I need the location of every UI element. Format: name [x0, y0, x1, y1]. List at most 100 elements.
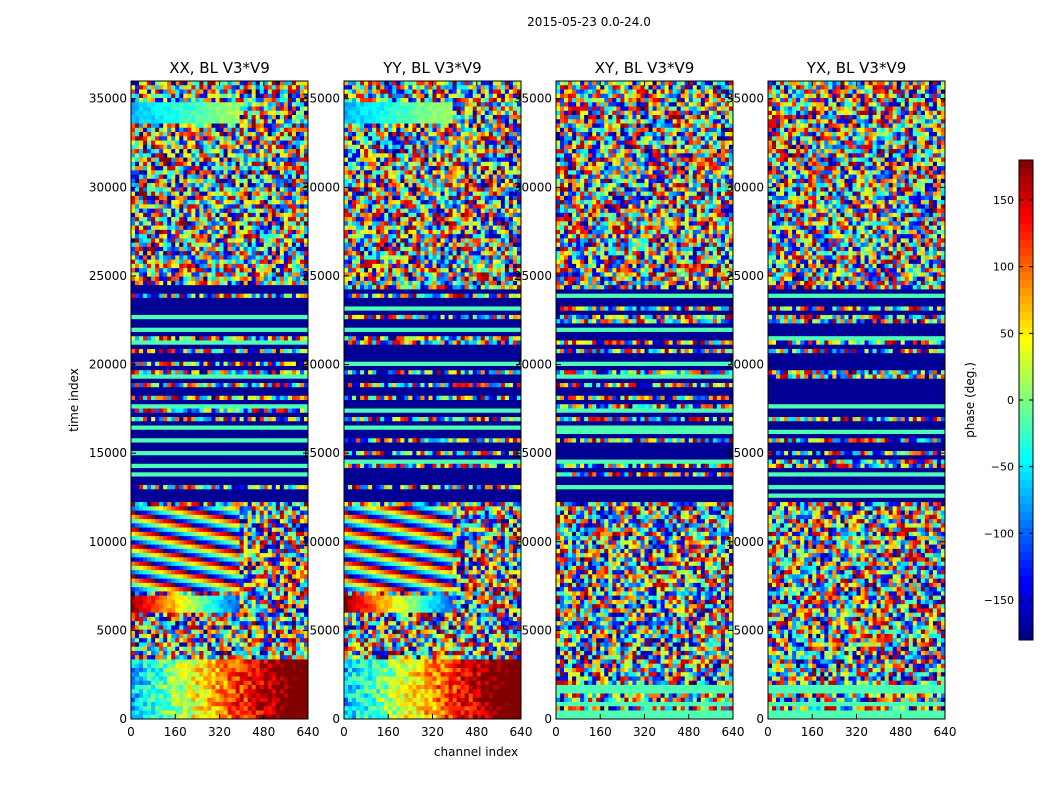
heatmap-cell [287, 489, 293, 494]
heatmap-cell [287, 212, 293, 218]
heatmap-cell [175, 268, 180, 273]
heatmap-cell [155, 170, 160, 175]
heatmap-cell [131, 255, 136, 260]
heatmap-cell [199, 276, 204, 282]
heatmap-cell [287, 157, 293, 163]
heatmap-cell [263, 110, 269, 116]
heatmap-cell [131, 387, 136, 392]
heatmap-cell [163, 289, 168, 295]
heatmap-cell [263, 310, 269, 316]
heatmap-cell [215, 89, 220, 95]
heatmap-cell [215, 234, 220, 239]
heatmap-cell [203, 506, 208, 511]
heatmap-cell [267, 519, 273, 524]
heatmap-cell [247, 195, 253, 201]
heatmap-cell [167, 327, 172, 333]
heatmap-cell [235, 208, 240, 214]
heatmap-cell [247, 425, 253, 431]
heatmap-cell [227, 344, 232, 350]
heatmap-cell [207, 536, 212, 541]
heatmap-cell [259, 110, 265, 116]
heatmap-cell [159, 446, 164, 452]
heatmap-cell [291, 85, 297, 90]
heatmap-cell [255, 344, 261, 350]
heatmap-cell [227, 408, 232, 414]
heatmap-cell [167, 485, 172, 490]
heatmap-cell [203, 289, 208, 295]
heatmap-cell [219, 310, 224, 316]
heatmap-cell [291, 170, 297, 175]
heatmap-cell [203, 85, 208, 90]
heatmap-cell [139, 251, 144, 256]
heatmap-cell [167, 127, 172, 133]
heatmap-cell [147, 340, 152, 346]
heatmap-cell [271, 246, 277, 252]
heatmap-cell [171, 348, 176, 354]
heatmap-cell [155, 157, 160, 163]
heatmap-cell [239, 395, 244, 401]
heatmap-cell [279, 123, 285, 129]
heatmap-cell [195, 212, 200, 218]
heatmap-cell [267, 378, 273, 384]
heatmap-cell [299, 417, 305, 422]
heatmap-cell [243, 183, 249, 188]
heatmap-cell [175, 166, 180, 171]
heatmap-cell [223, 557, 228, 562]
heatmap-cell [235, 102, 240, 107]
heatmap-cell [131, 323, 136, 329]
heatmap-cell [223, 395, 228, 401]
heatmap-cell [231, 85, 236, 90]
heatmap-cell [139, 280, 144, 286]
heatmap-cell [159, 531, 164, 537]
heatmap-cell [267, 140, 273, 146]
heatmap-cell [291, 153, 297, 158]
heatmap-cell [167, 523, 172, 528]
heatmap-cell [239, 336, 244, 341]
heatmap-cell [287, 395, 293, 401]
heatmap-cell [295, 323, 301, 329]
heatmap-cell [203, 208, 208, 214]
heatmap-cell [139, 119, 144, 124]
heatmap-cell [159, 229, 164, 235]
heatmap-cell [183, 459, 188, 465]
heatmap-cell [171, 336, 176, 341]
heatmap-cell [247, 234, 253, 239]
heatmap-cell [243, 102, 249, 107]
heatmap-cell [215, 536, 220, 541]
heatmap-cell [147, 391, 152, 397]
heatmap-cell [183, 306, 188, 312]
heatmap-cell [211, 502, 216, 507]
heatmap-cell [143, 408, 148, 414]
heatmap-cell [159, 374, 164, 380]
heatmap-cell [131, 391, 136, 397]
heatmap-cell [195, 463, 200, 469]
heatmap-cell [155, 238, 160, 243]
heatmap-cell [139, 455, 144, 460]
heatmap-cell [195, 187, 200, 192]
heatmap-cell [163, 412, 168, 418]
heatmap-cell [267, 357, 273, 363]
heatmap-cell [187, 178, 192, 184]
heatmap-cell [203, 170, 208, 175]
heatmap-cell [139, 127, 144, 133]
heatmap-cell [243, 442, 249, 448]
heatmap-cell [211, 289, 216, 295]
heatmap-cell [295, 289, 301, 295]
heatmap-cell [215, 387, 220, 392]
heatmap-cell [215, 485, 220, 490]
heatmap-cell [239, 417, 244, 422]
heatmap-cell [187, 336, 192, 341]
heatmap-cell [155, 178, 160, 184]
heatmap-cell [187, 132, 192, 137]
heatmap-cell [183, 370, 188, 375]
heatmap-cell [243, 417, 249, 422]
heatmap-cell [195, 174, 200, 180]
heatmap-cell [135, 191, 140, 197]
heatmap-cell [139, 200, 144, 205]
heatmap-cell [195, 489, 200, 494]
heatmap-cell [247, 204, 253, 209]
heatmap-cell [143, 208, 148, 214]
heatmap-cell [255, 378, 261, 384]
heatmap-cell [179, 331, 184, 337]
heatmap-cell [207, 468, 212, 473]
